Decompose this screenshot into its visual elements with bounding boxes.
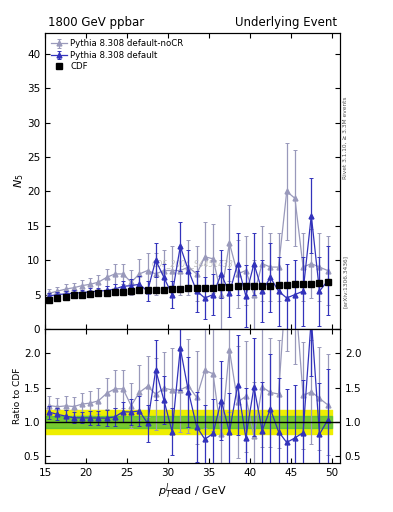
Y-axis label: $N_5$: $N_5$ [12,174,26,188]
Y-axis label: Ratio to CDF: Ratio to CDF [13,368,22,424]
Text: 1800 GeV ppbar: 1800 GeV ppbar [48,16,144,29]
Text: [arXiv:1306.3436]: [arXiv:1306.3436] [343,255,348,308]
Text: Rivet 3.1.10, ≥ 3.3M events: Rivet 3.1.10, ≥ 3.3M events [343,97,348,180]
Text: Underlying Event: Underlying Event [235,16,337,29]
X-axis label: $p_T^{l}$ead / GeV: $p_T^{l}$ead / GeV [158,481,227,501]
Legend: Pythia 8.308 default-noCR, Pythia 8.308 default, CDF: Pythia 8.308 default-noCR, Pythia 8.308 … [50,37,185,73]
Text: CDF_2004_S4451433: CDF_2004_S4451433 [152,260,233,268]
